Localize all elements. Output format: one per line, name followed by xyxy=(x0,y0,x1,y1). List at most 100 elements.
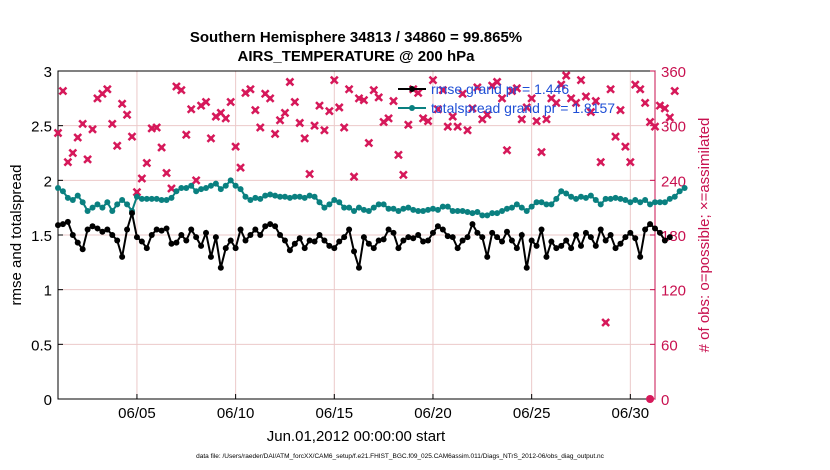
rmse-point xyxy=(203,229,210,236)
rmse-point xyxy=(212,234,219,241)
spread-point xyxy=(582,194,589,201)
obs-assimilated-marker xyxy=(191,175,201,185)
rmse-point xyxy=(370,245,377,252)
spread-point xyxy=(434,206,441,213)
rmse-point xyxy=(163,225,170,232)
data-file-footer: data file: /Users/raeder/DAI/ATM_forcXX/… xyxy=(196,453,605,460)
obs-marker-core xyxy=(218,110,224,116)
rmse-point xyxy=(351,248,358,255)
obs-assimilated-marker xyxy=(374,93,384,102)
obs-assimilated-marker xyxy=(300,134,310,143)
rmse-point xyxy=(286,247,293,254)
obs-assimilated-marker xyxy=(512,83,522,93)
spread-point xyxy=(637,199,644,206)
spread-point xyxy=(627,199,634,206)
obs-marker-core xyxy=(134,189,140,195)
obs-marker-core xyxy=(346,87,352,92)
obs-marker-core xyxy=(65,159,71,165)
obs-assimilated-marker xyxy=(398,170,408,180)
y-tick-label: 2.5 xyxy=(31,119,52,136)
rmse-point xyxy=(385,226,392,233)
obs-marker-core xyxy=(139,176,145,181)
obs-assimilated-marker xyxy=(611,132,620,141)
rmse-point xyxy=(227,237,234,244)
obs-assimilated-marker xyxy=(556,80,566,90)
obs-assimilated-marker xyxy=(63,157,73,167)
spread-point xyxy=(656,199,663,206)
obs-marker-core xyxy=(332,77,337,83)
rmse-point xyxy=(380,236,387,243)
obs-assimilated-marker xyxy=(359,95,369,105)
obs-marker-core xyxy=(499,96,505,101)
rmse-point xyxy=(454,245,461,252)
obs-marker-core xyxy=(337,105,342,110)
spread-point xyxy=(538,199,545,206)
spread-point xyxy=(272,192,279,199)
obs-assimilated-marker xyxy=(453,122,463,131)
obs-marker-core xyxy=(248,87,253,92)
obs-assimilated-marker xyxy=(665,113,675,122)
rmse-point xyxy=(198,242,205,249)
obs-marker-core xyxy=(307,171,312,177)
y2-tick-label: 0 xyxy=(661,392,669,409)
spread-point xyxy=(508,204,515,211)
obs-assimilated-marker xyxy=(369,85,379,95)
obs-marker-core xyxy=(450,114,455,119)
rmse-point xyxy=(494,234,501,241)
obs-assimilated-marker xyxy=(329,75,339,85)
spread-point xyxy=(84,207,91,214)
obs-marker-core xyxy=(361,97,367,103)
rmse-point xyxy=(267,221,274,228)
rmse-point xyxy=(193,234,200,241)
spread-point xyxy=(622,197,629,204)
rmse-point xyxy=(341,234,348,241)
rmse-point xyxy=(207,253,214,260)
rmse-point xyxy=(642,226,649,233)
spread-point xyxy=(395,207,402,214)
spread-point xyxy=(479,212,486,219)
spread-point xyxy=(587,192,594,199)
chart-title: Southern Hemisphere 34813 / 34860 = 99.8… xyxy=(190,29,522,46)
obs-marker-core xyxy=(598,159,603,165)
obs-assimilated-marker xyxy=(482,110,492,120)
spread-point xyxy=(360,206,367,213)
y-axis-label: rmse and totalspread xyxy=(8,165,25,306)
rmse-point xyxy=(439,226,446,233)
spread-point xyxy=(681,184,688,191)
spread-point xyxy=(410,206,417,213)
obs-marker-core xyxy=(554,100,559,106)
obs-marker-core xyxy=(228,99,233,105)
obs-assimilated-marker xyxy=(586,107,596,117)
obs-assimilated-marker xyxy=(364,138,374,148)
obs-marker-core xyxy=(618,107,623,113)
obs-assimilated-marker xyxy=(142,158,152,168)
spread-point xyxy=(346,204,353,211)
spread-point xyxy=(178,184,185,191)
obs-assimilated-marker xyxy=(270,129,280,139)
obs-assimilated-marker xyxy=(606,84,615,94)
y2-tick-label: 120 xyxy=(661,283,686,300)
obs-assimilated-marker xyxy=(527,93,537,103)
spread-point xyxy=(444,203,451,210)
series-layer xyxy=(53,71,688,403)
rmse-point xyxy=(513,245,520,252)
rmse-point xyxy=(237,226,244,233)
obs-marker-core xyxy=(539,149,544,155)
rmse-point xyxy=(632,235,639,242)
spread-point xyxy=(173,188,180,195)
spread-point xyxy=(454,207,461,214)
obs-marker-core xyxy=(169,186,174,191)
obs-assimilated-marker xyxy=(448,112,458,121)
obs-marker-core xyxy=(460,91,465,96)
x-tick-label: 06/25 xyxy=(513,405,551,422)
obs-assimilated-marker xyxy=(250,105,260,115)
obs-marker-core xyxy=(667,115,673,120)
rmse-point xyxy=(281,237,288,244)
chart-subtitle: AIRS_TEMPERATURE @ 200 hPa xyxy=(238,48,476,65)
obs-marker-core xyxy=(420,116,426,121)
rmse-point xyxy=(573,232,580,238)
rmse-point xyxy=(429,229,436,236)
spread-point xyxy=(262,192,269,199)
rmse-point xyxy=(99,228,106,235)
rmse-point xyxy=(326,242,333,249)
